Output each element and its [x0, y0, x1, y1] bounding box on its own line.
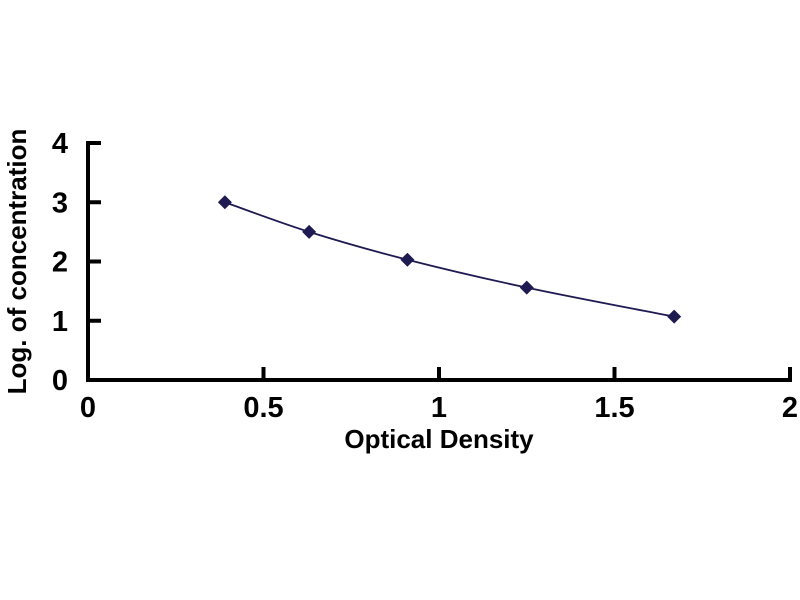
data-point-marker — [217, 195, 232, 210]
y-tick-label: 0 — [52, 365, 68, 397]
x-tick-label: 1.5 — [594, 392, 634, 424]
axes-frame — [86, 141, 792, 382]
y-axis-title: Log. of concentration — [2, 129, 32, 395]
x-tick-label: 0 — [80, 392, 96, 424]
y-tick-label: 3 — [52, 187, 68, 219]
data-point-marker — [302, 224, 317, 239]
data-point-marker — [667, 309, 682, 324]
x-axis-title: Optical Density — [344, 424, 534, 454]
data-point-marker — [519, 280, 534, 295]
data-point-marker — [400, 252, 415, 267]
x-tick-label: 2 — [782, 392, 798, 424]
y-tick-label: 4 — [52, 128, 68, 160]
x-tick-label: 0.5 — [243, 392, 283, 424]
y-tick-label: 2 — [52, 247, 68, 279]
y-tick-label: 1 — [52, 306, 68, 338]
x-tick-label: 1 — [431, 392, 447, 424]
curve-line — [224, 201, 675, 318]
